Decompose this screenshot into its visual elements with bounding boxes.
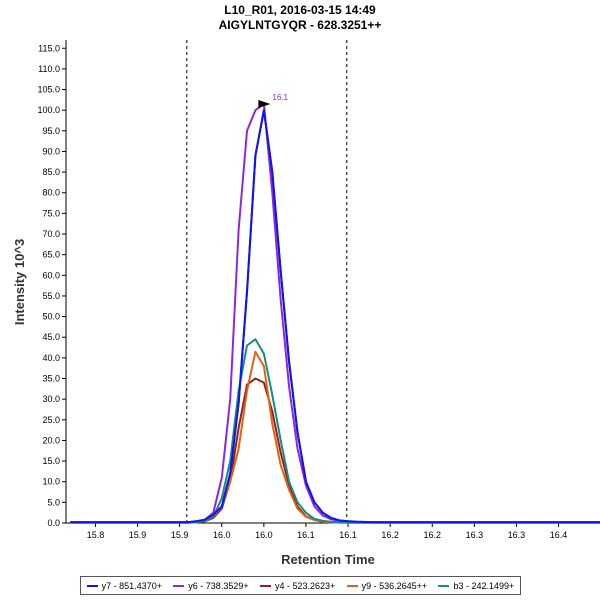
y-tick-label: 100.0	[37, 105, 60, 115]
y-tick-label: 70.0	[42, 229, 60, 239]
legend-label: y6 - 738.3529+	[188, 580, 249, 591]
x-tick-label: 16.1	[297, 530, 315, 540]
y-tick-label: 65.0	[42, 250, 60, 260]
x-tick-label: 16.0	[255, 530, 273, 540]
y-tick-label: 15.0	[42, 456, 60, 466]
y-tick-label: 10.0	[42, 477, 60, 487]
x-tick-label: 16.2	[423, 530, 441, 540]
legend-swatch	[86, 584, 98, 587]
y-tick-label: 50.0	[42, 312, 60, 322]
legend-swatch	[173, 584, 185, 587]
plot-area: 0.0 5.0 10.0 15.0 20.0 25.0 30.0 35.0 40.0 45.0 50…	[37, 40, 600, 540]
legend: y7 - 851.4370+ y6 - 738.3529+ y4 - 523.262…	[80, 576, 521, 595]
series-line-y7	[70, 109, 600, 524]
y-tick-label: 55.0	[42, 291, 60, 301]
y-tick-label: 25.0	[42, 415, 60, 425]
y-tick-label: 35.0	[42, 374, 60, 384]
legend-swatch	[259, 584, 271, 587]
y-tick-label: 90.0	[42, 146, 60, 156]
x-tick-label: 16.3	[508, 530, 526, 540]
series-line-y9	[70, 350, 600, 524]
y-tick-label: 40.0	[42, 353, 60, 363]
x-tick-label: 16.1	[339, 530, 357, 540]
legend-label: y4 - 523.2623+	[274, 580, 336, 591]
legend-item: b3 - 242.1499+	[438, 581, 514, 591]
legend-swatch	[438, 584, 450, 587]
x-tick-label: 16.0	[213, 530, 231, 540]
x-tick-label: 15.8	[87, 530, 105, 540]
series-line-y7-front	[70, 109, 600, 524]
y-tick-label: 45.0	[42, 332, 60, 342]
legend-label: b3 - 242.1499+	[453, 580, 515, 591]
peak-marker	[258, 99, 271, 108]
legend-swatch	[346, 584, 358, 587]
y-tick-label: 105.0	[37, 85, 60, 95]
legend-item: y9 - 536.2645++	[346, 580, 428, 591]
y-tick-label: 85.0	[42, 167, 60, 177]
y-tick-label: 110.0	[38, 64, 60, 74]
legend-label: y9 - 536.2645++	[361, 580, 428, 591]
series-line-y4	[70, 377, 600, 524]
chart-title: L10_R01, 2016-03-15 14:49	[224, 3, 376, 17]
y-axis-title: Intensity 10^3	[12, 239, 27, 325]
x-tick-label: 16.4	[550, 530, 568, 540]
y-tick-label: 75.0	[42, 208, 60, 218]
series-line-y6	[70, 103, 600, 524]
y-tick-label: 0.0	[47, 518, 60, 528]
chart-subtitle: AIGYLNTGYQR - 628.3251++	[218, 18, 382, 32]
y-tick-label: 30.0	[42, 394, 60, 404]
x-axis-title: Retention Time	[281, 552, 375, 567]
x-tick-label: 16.2	[381, 530, 399, 540]
legend-item: y6 - 738.3529+	[173, 580, 249, 591]
series-line-b3	[70, 338, 600, 524]
legend-label: y7 - 851.4370+	[101, 580, 162, 591]
y-tick-label: 5.0	[47, 497, 60, 507]
y-tick-label: 60.0	[42, 270, 60, 280]
legend-item: y4 - 523.2623+	[259, 580, 336, 591]
y-tick-label: 80.0	[42, 188, 60, 198]
y-tick-label: 20.0	[42, 435, 60, 445]
x-tick-label: 15.9	[171, 530, 189, 540]
y-tick-label: 115.0	[38, 43, 60, 53]
legend-item: y7 - 851.4370+	[86, 580, 162, 591]
x-tick-label: 16.3	[466, 530, 484, 540]
peak-label: 16.1	[272, 93, 288, 102]
x-tick-label: 15.9	[129, 530, 147, 540]
y-tick-label: 95.0	[42, 126, 60, 136]
